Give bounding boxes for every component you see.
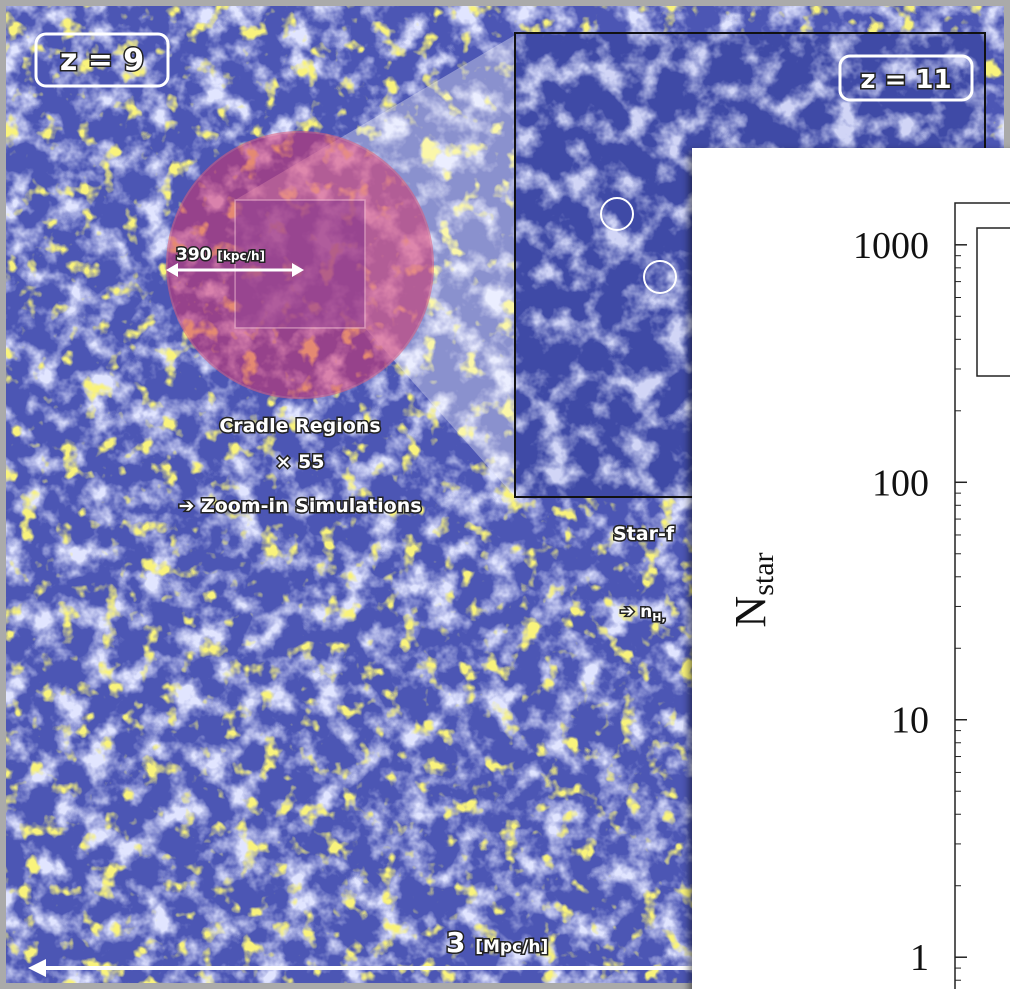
y-label-sub: star	[747, 552, 780, 595]
y-label-main: N	[726, 596, 775, 628]
zoom-label: ➔ Zoom-in Simulations	[178, 495, 421, 517]
density-text: ➔ n	[620, 602, 652, 622]
density-sub: H,	[652, 611, 665, 624]
y-tick-label: 1000	[853, 225, 929, 267]
count-label: × 55	[276, 451, 325, 473]
scale-unit: [kpc/h]	[217, 249, 265, 263]
redshift-label: z = 11	[860, 65, 951, 95]
scale-unit: [Mpc/h]	[475, 937, 548, 957]
star-label: Star-f	[613, 523, 675, 545]
y-tick-label: 10	[891, 700, 929, 742]
cradle-label: Cradle Regions	[219, 415, 380, 437]
y-tick-label: 100	[872, 462, 929, 504]
redshift-label: z = 9	[60, 43, 144, 78]
scale-value: 390	[176, 245, 212, 265]
chart-panel	[692, 148, 1010, 989]
y-tick-label: 1	[910, 937, 929, 979]
chart-inset: Nstar 1 10 100 1000	[692, 148, 1010, 989]
zoom-box	[235, 200, 365, 328]
figure: z = 9 z = 11 390 [kpc/h] Cradle Regions …	[0, 0, 1010, 989]
scale-value: 3	[446, 926, 465, 959]
